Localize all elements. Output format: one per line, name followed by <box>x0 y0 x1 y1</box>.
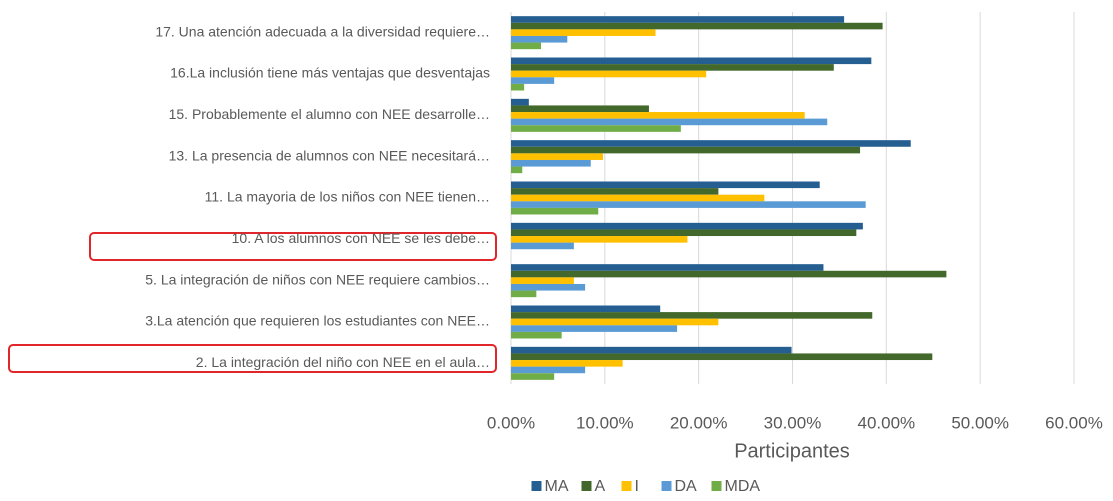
legend-swatch <box>711 481 722 491</box>
bar <box>511 112 805 119</box>
legend-label: A <box>595 478 606 495</box>
bar <box>511 201 866 208</box>
x-tick-label: 30.00% <box>764 413 822 432</box>
y-tick-label: 16.La inclusión tiene más ventajas que d… <box>170 65 490 81</box>
bar <box>511 305 661 313</box>
legend-label: DA <box>675 478 698 495</box>
bar <box>511 360 623 367</box>
y-tick-label: 11. La mayoria de los niños con NEE tien… <box>205 189 490 205</box>
bar <box>511 188 719 195</box>
bar <box>511 70 707 78</box>
highlight-box <box>8 344 497 373</box>
y-tick-label: 5. La integración de niños con NEE requi… <box>145 271 490 287</box>
bar <box>511 35 568 43</box>
bar <box>511 229 857 237</box>
bar <box>511 318 719 326</box>
legend-swatch <box>661 481 672 491</box>
bar <box>511 125 681 132</box>
bar <box>511 105 649 113</box>
legend-label: I <box>635 478 639 495</box>
bar <box>511 312 873 319</box>
bar <box>511 77 555 84</box>
y-tick-label: 17. Una atención adecuada a la diversida… <box>155 23 490 39</box>
bar <box>511 194 765 202</box>
legend-label: MA <box>545 478 569 495</box>
bar <box>511 118 828 126</box>
x-tick-label: 40.00% <box>857 413 915 432</box>
x-tick-label: 20.00% <box>670 413 728 432</box>
bar <box>511 16 845 23</box>
bar <box>511 264 824 271</box>
bar <box>511 270 947 278</box>
bar <box>511 57 872 65</box>
bar <box>511 153 603 160</box>
legend-swatch <box>531 481 542 491</box>
bar <box>511 166 523 174</box>
x-tick-label: 10.00% <box>576 413 634 432</box>
bar <box>511 353 933 361</box>
x-axis-title: Participantes <box>734 440 850 462</box>
bar <box>511 207 599 215</box>
legend-swatch <box>581 481 592 491</box>
bar <box>511 290 537 298</box>
bar <box>511 331 562 339</box>
bar <box>511 181 820 189</box>
bar <box>511 22 883 30</box>
bar <box>511 83 525 91</box>
bar <box>511 29 656 36</box>
legend-swatch <box>621 481 632 491</box>
bar <box>511 325 678 332</box>
highlight-box <box>89 232 497 261</box>
bar <box>511 146 861 154</box>
bar <box>511 236 688 243</box>
bar <box>511 159 591 167</box>
x-tick-label: 60.00% <box>1045 413 1103 432</box>
y-tick-label: 13. La presencia de alumnos con NEE nece… <box>169 147 490 163</box>
bar <box>511 222 863 230</box>
bar <box>511 140 911 147</box>
bar <box>511 283 586 291</box>
y-tick-label: 2. La integración del niño con NEE en el… <box>196 354 490 370</box>
x-tick-label: 50.00% <box>951 413 1009 432</box>
bar <box>511 42 542 50</box>
bar <box>511 64 834 71</box>
bar <box>511 277 574 284</box>
y-tick-label: 15. Probablemente el alumno con NEE desa… <box>169 106 490 122</box>
legend-label: MDA <box>725 478 761 495</box>
bar <box>511 346 792 354</box>
bar <box>511 98 529 106</box>
bar <box>511 242 574 250</box>
y-tick-label: 3.La atención que requieren los estudian… <box>145 313 490 329</box>
x-tick-label: 0.00% <box>487 413 535 432</box>
y-tick-label: 10. A los alumnos con NEE se les debe… <box>232 230 490 246</box>
bar <box>511 373 555 380</box>
bar <box>511 366 586 374</box>
